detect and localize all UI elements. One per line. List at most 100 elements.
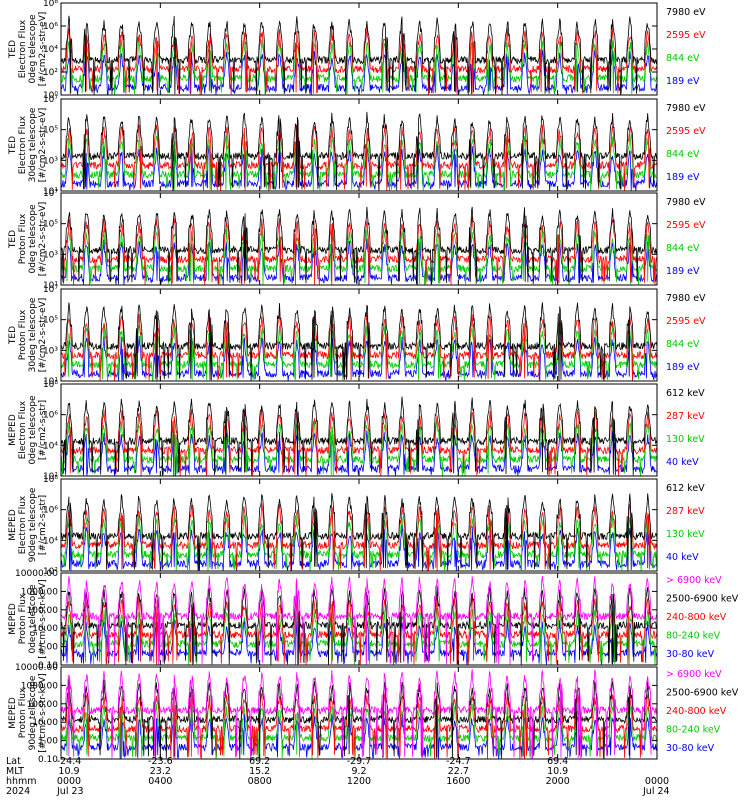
y-axis-title-line: Proton Flux <box>18 687 28 738</box>
legend-entry: 240-800 keV <box>666 706 727 717</box>
series-line <box>60 27 658 95</box>
panel-1: 10⁰ 10² 10⁴ 10⁶ 10⁸ TED Electron Flux 0deg tele… <box>8 0 706 101</box>
footer-row-label: hhmm <box>6 776 37 787</box>
series-line <box>60 15 658 95</box>
footer-lat: -23.6 <box>148 756 173 767</box>
y-tick-label: 1.00 <box>38 643 58 653</box>
series-line <box>61 691 658 760</box>
legend-entry: 7980 eV <box>666 103 706 114</box>
y-axis-title-line: [#/cm2-s-str-eV] <box>38 298 48 373</box>
y-axis-title: MEPED Proton Flux 0deg telescope [#/cm2-s-s… <box>8 579 48 658</box>
y-axis-title-line: MEPED <box>8 603 18 635</box>
panel-5: 10² 10⁴ 10⁶ 10⁸ MEPED Electron Flux 0deg teles… <box>8 380 705 482</box>
y-axis-title-line: MEPED <box>8 509 18 541</box>
series-line <box>60 324 658 382</box>
series-line <box>60 111 658 191</box>
legend-entry: 40 keV <box>666 552 699 563</box>
footer-date-end: Jul 24 <box>642 786 670 797</box>
footer-row-label: 2024 <box>6 786 30 797</box>
y-axis-title-line: [#/cm2-s-str-keV] <box>38 673 48 752</box>
y-axis-title: MEPED Electron Flux 90deg telescope [#/cm2-… <box>8 487 48 562</box>
y-axis-title-line: [#/cm2-s-str-eV] <box>38 108 48 183</box>
panel-3: 10¹ 10³ 10⁵ 10⁷ TED Proton Flux 0deg telescope… <box>8 189 706 291</box>
legend-entry: 40 keV <box>666 457 699 468</box>
footer-lat: -29.7 <box>347 756 372 767</box>
series-line <box>60 124 658 191</box>
legend-entry: > 6900 keV <box>666 575 722 586</box>
y-tick-label: 10² <box>43 567 58 577</box>
series-line <box>60 133 658 192</box>
legend-entry: 80-240 keV <box>666 725 721 736</box>
series-line <box>60 575 658 666</box>
y-axis-title-line: 0deg telescope <box>28 14 38 84</box>
legend-entry: 2595 eV <box>666 316 706 327</box>
legend-entry: 844 eV <box>666 339 700 350</box>
legend-entry: 612 keV <box>666 483 705 494</box>
y-tick-label: 10³ <box>43 250 58 260</box>
y-axis-title-line: 0deg telescope <box>28 204 38 274</box>
y-tick-label: 10¹ <box>43 187 58 197</box>
y-axis-title-line: Proton Flux <box>18 593 28 644</box>
y-tick-label: 10.00 <box>32 718 58 728</box>
y-axis-title-line: [#/cm2-s-str-keV] <box>38 579 48 658</box>
y-tick-label: 10⁴ <box>43 536 58 546</box>
y-tick-label: 1000.00 <box>21 587 58 597</box>
y-tick-label: 10⁵ <box>43 316 58 326</box>
y-axis-title-line: [#/cm2-s-str] <box>38 495 48 555</box>
legend-entry: 287 keV <box>666 506 705 517</box>
legend-entry: 844 eV <box>666 149 700 160</box>
y-axis-title: TED Electron Flux 30deg telescope [#/cm2-s-… <box>8 107 48 182</box>
legend-entry: 189 eV <box>666 266 700 277</box>
y-tick-label: 10⁶ <box>43 411 58 421</box>
footer-row-label: Lat <box>6 756 21 767</box>
legend-entry: 240-800 keV <box>666 612 727 623</box>
y-tick-label: 0.10 <box>38 661 58 671</box>
legend-entry: 2595 eV <box>666 126 706 137</box>
y-axis-title-line: Electron Flux <box>18 115 28 174</box>
footer-mlt: 23.2 <box>150 766 171 777</box>
footer-hhmm: 2000 <box>546 776 570 787</box>
y-tick-label: 10⁴ <box>43 441 58 451</box>
y-axis-title-line: MEPED <box>8 697 18 729</box>
y-tick-label: 10⁷ <box>43 285 58 295</box>
legend-entry: 7980 eV <box>666 293 706 304</box>
legend-entry: 844 eV <box>666 53 700 64</box>
y-axis-title-line: Electron Flux <box>18 495 28 554</box>
series-line <box>60 396 658 476</box>
y-axis-title-line: TED <box>8 40 18 59</box>
series-line <box>60 607 658 665</box>
footer-hhmm: 0400 <box>148 776 172 787</box>
y-tick-label: 10⁶ <box>43 22 58 32</box>
y-tick-label: 0.10 <box>38 755 58 765</box>
y-axis-title-line: TED <box>8 136 18 155</box>
y-axis-title-line: [#/cm2-s-str-eV] <box>38 202 48 277</box>
footer-lat: 69.4 <box>547 756 568 767</box>
footer-date-start: Jul 23 <box>56 786 84 797</box>
series-line <box>60 302 658 381</box>
legend-entry: 844 eV <box>666 243 700 254</box>
y-tick-label: 10000.00 <box>15 663 58 673</box>
panel-2: 10¹ 10³ 10⁵ 10⁷ TED Electron Flux 30deg telesc… <box>8 95 706 197</box>
y-tick-label: 10³ <box>43 346 58 356</box>
legend-entry: 2595 eV <box>666 30 706 41</box>
y-tick-label: 10¹ <box>43 377 58 387</box>
series-line <box>60 619 658 665</box>
y-axis-title: TED Proton Flux 30deg telescope [#/cm2-s-st… <box>8 297 48 372</box>
legend-entry: 130 keV <box>666 529 705 540</box>
y-tick-label: 100.00 <box>27 606 59 616</box>
legend-entry: 80-240 keV <box>666 631 721 642</box>
footer-lat: -24.4 <box>57 756 82 767</box>
panel-6: 10² 10⁴ 10⁶ 10⁸ MEPED Electron Flux 90deg tele… <box>8 475 705 577</box>
y-axis-title-line: 30deg telescope <box>28 107 38 182</box>
y-axis-title-line: [#/cm2-s-str-eV] <box>38 12 48 87</box>
y-tick-label: 10¹ <box>43 281 58 291</box>
footer-hhmm: 0000 <box>645 776 669 787</box>
series-line <box>60 669 658 759</box>
legend-entry: > 6900 keV <box>666 669 722 680</box>
legend-entry: 2595 eV <box>666 220 706 231</box>
footer-mlt: 15.2 <box>249 766 270 777</box>
footer-hhmm: 0800 <box>248 776 272 787</box>
series-line <box>60 38 658 95</box>
y-tick-label: 10⁵ <box>43 126 58 136</box>
